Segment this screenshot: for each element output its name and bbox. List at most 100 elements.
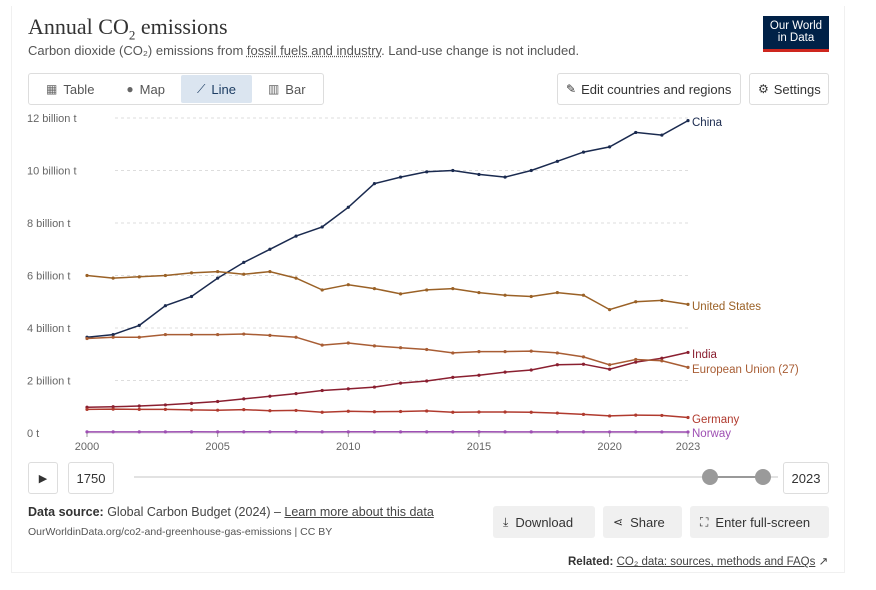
data-point-china[interactable]	[189, 294, 194, 299]
data-point-european-union-27[interactable]	[581, 355, 586, 359]
data-point-india[interactable]	[555, 363, 559, 367]
data-point-india[interactable]	[608, 367, 612, 371]
data-point-norway[interactable]	[137, 430, 141, 434]
data-point-india[interactable]	[398, 381, 403, 385]
data-point-china[interactable]	[320, 225, 324, 229]
data-point-european-union-27[interactable]	[425, 347, 429, 352]
data-point-european-union-27[interactable]	[85, 336, 89, 341]
owid-logo[interactable]: Our World in Data	[763, 16, 829, 52]
data-point-norway[interactable]	[425, 430, 429, 434]
data-point-united-states[interactable]	[398, 292, 403, 296]
data-point-germany[interactable]	[503, 410, 507, 414]
data-point-norway[interactable]	[581, 430, 586, 434]
data-point-norway[interactable]	[85, 430, 89, 434]
timeline-start-handle[interactable]	[702, 469, 718, 485]
data-point-united-states[interactable]	[346, 283, 350, 287]
data-point-united-states[interactable]	[634, 300, 638, 304]
data-point-norway[interactable]	[372, 430, 377, 434]
data-point-china[interactable]	[634, 130, 638, 135]
series-line-india[interactable]	[86, 351, 689, 409]
data-point-united-states[interactable]	[608, 308, 612, 312]
data-point-india[interactable]	[163, 403, 167, 407]
data-point-china[interactable]	[294, 234, 298, 238]
data-point-united-states[interactable]	[111, 276, 115, 280]
data-point-china[interactable]	[686, 119, 690, 123]
fullscreen-button[interactable]: ⛶ Enter full-screen	[690, 506, 829, 538]
data-point-united-states[interactable]	[137, 275, 141, 279]
data-point-united-states[interactable]	[660, 298, 664, 303]
timeline-end-handle[interactable]	[755, 469, 771, 485]
data-point-germany[interactable]	[372, 410, 377, 414]
data-point-india[interactable]	[634, 360, 638, 364]
data-point-european-union-27[interactable]	[555, 351, 559, 355]
data-point-china[interactable]	[477, 172, 481, 177]
data-point-european-union-27[interactable]	[320, 343, 324, 347]
data-point-united-states[interactable]	[477, 290, 481, 295]
data-point-european-union-27[interactable]	[346, 341, 350, 345]
data-point-united-states[interactable]	[581, 293, 586, 297]
data-point-united-states[interactable]	[294, 276, 298, 280]
series-label-china[interactable]: China	[692, 117, 723, 129]
data-point-norway[interactable]	[216, 430, 220, 434]
data-point-european-union-27[interactable]	[294, 335, 298, 339]
data-point-india[interactable]	[581, 362, 586, 366]
data-point-germany[interactable]	[242, 408, 246, 412]
tab-line[interactable]: ⟋ Line	[180, 75, 252, 103]
data-point-india[interactable]	[529, 368, 533, 372]
data-point-united-states[interactable]	[529, 294, 533, 299]
data-point-india[interactable]	[242, 397, 246, 401]
tab-map[interactable]: ● Map	[126, 81, 165, 97]
data-point-european-union-27[interactable]	[372, 344, 377, 348]
download-button[interactable]: ⤓ Download	[493, 506, 595, 538]
data-point-norway[interactable]	[268, 430, 272, 434]
data-point-united-states[interactable]	[425, 288, 429, 292]
data-point-united-states[interactable]	[555, 290, 559, 295]
play-button[interactable]: ▶	[28, 462, 58, 494]
data-point-norway[interactable]	[608, 430, 612, 434]
data-point-germany[interactable]	[85, 407, 89, 411]
data-point-india[interactable]	[660, 356, 664, 360]
series-line-united-states[interactable]	[86, 270, 689, 311]
data-point-china[interactable]	[346, 205, 350, 209]
data-point-india[interactable]	[111, 405, 115, 409]
tab-bar[interactable]: ▥ Bar	[267, 81, 306, 97]
data-point-germany[interactable]	[268, 409, 272, 413]
data-point-norway[interactable]	[111, 430, 115, 434]
data-point-china[interactable]	[137, 323, 141, 327]
series-line-germany[interactable]	[86, 408, 689, 419]
data-point-china[interactable]	[581, 150, 586, 154]
data-point-germany[interactable]	[320, 410, 324, 414]
data-point-norway[interactable]	[660, 430, 664, 434]
data-point-norway[interactable]	[242, 430, 246, 434]
data-point-united-states[interactable]	[451, 287, 455, 291]
data-point-china[interactable]	[660, 133, 664, 137]
data-point-china[interactable]	[163, 304, 167, 308]
data-point-germany[interactable]	[346, 409, 350, 413]
data-point-india[interactable]	[346, 387, 350, 391]
data-point-european-union-27[interactable]	[660, 359, 664, 363]
data-point-india[interactable]	[294, 392, 298, 396]
data-point-china[interactable]	[529, 168, 533, 173]
data-point-norway[interactable]	[451, 430, 455, 434]
data-point-china[interactable]	[608, 145, 612, 149]
data-point-norway[interactable]	[189, 430, 194, 434]
learn-more-link[interactable]: Learn more about this data	[284, 505, 434, 519]
edit-countries-button[interactable]: ✎ Edit countries and regions	[557, 73, 741, 105]
data-point-germany[interactable]	[111, 407, 115, 411]
data-point-united-states[interactable]	[216, 269, 220, 274]
data-point-germany[interactable]	[660, 413, 664, 418]
data-point-china[interactable]	[242, 260, 246, 264]
series-label-india[interactable]: India	[692, 349, 718, 361]
data-point-india[interactable]	[189, 401, 194, 405]
data-point-european-union-27[interactable]	[268, 333, 272, 337]
data-point-china[interactable]	[268, 247, 272, 251]
data-point-germany[interactable]	[634, 413, 638, 417]
data-point-germany[interactable]	[163, 407, 167, 411]
data-point-china[interactable]	[555, 159, 559, 163]
data-point-china[interactable]	[451, 168, 455, 173]
data-point-germany[interactable]	[451, 410, 455, 414]
series-line-european-union-27[interactable]	[86, 333, 689, 369]
data-point-european-union-27[interactable]	[111, 335, 115, 339]
data-point-norway[interactable]	[555, 430, 559, 434]
series-label-united-states[interactable]: United States	[692, 301, 761, 313]
